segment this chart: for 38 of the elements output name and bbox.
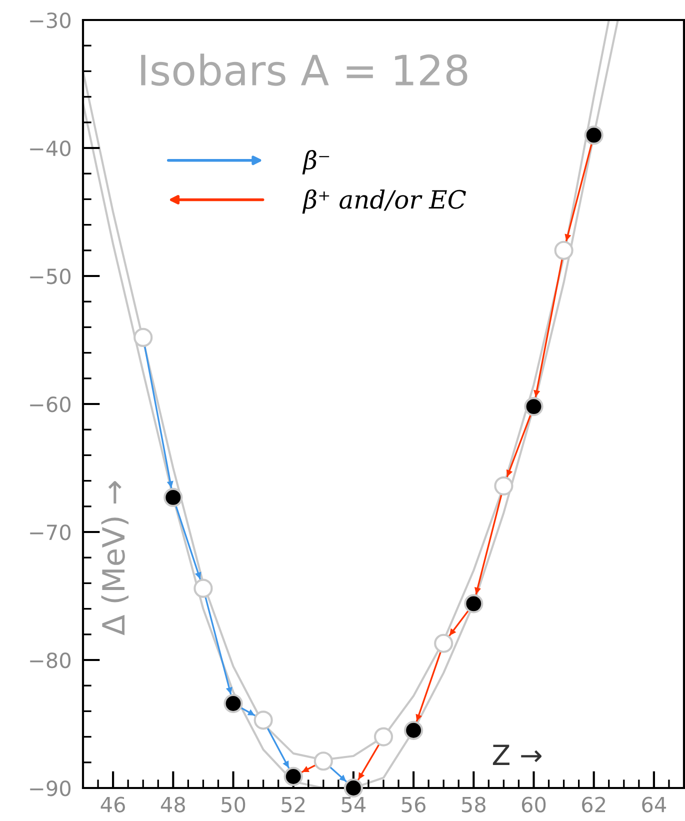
legend-label: β⁻ <box>302 150 330 174</box>
point <box>134 328 153 347</box>
y-tick-label: −60 <box>30 396 71 412</box>
y-tick-label: −70 <box>30 524 71 540</box>
point <box>164 488 183 507</box>
x-tick-label: 50 <box>222 796 246 812</box>
y-tick-label: −30 <box>30 12 71 28</box>
x-axis-title: Z → <box>492 744 542 765</box>
point <box>254 710 273 730</box>
point <box>554 240 574 260</box>
x-tick-label: 62 <box>582 796 606 812</box>
y-tick-label: −50 <box>30 268 71 284</box>
point <box>194 578 213 598</box>
x-tick-label: 54 <box>342 796 366 812</box>
x-tick-label: 60 <box>522 796 546 812</box>
point <box>434 634 454 653</box>
y-axis-title: Δ (MeV) → <box>101 481 129 636</box>
y-tick-label: −90 <box>30 780 71 796</box>
point <box>374 727 394 746</box>
point <box>584 126 604 145</box>
point <box>464 594 484 614</box>
point <box>224 694 243 714</box>
x-tick-label: 52 <box>282 796 305 812</box>
y-tick-label: −80 <box>30 652 71 668</box>
x-tick-label: 56 <box>402 796 426 812</box>
point <box>314 752 333 771</box>
y-tick-label: −40 <box>30 140 71 156</box>
point <box>404 720 424 740</box>
legend-label: β⁺ and/or EC <box>302 189 466 214</box>
text: Isobars A = 128 <box>141 54 468 86</box>
x-tick-label: 48 <box>160 796 185 812</box>
point <box>344 778 363 798</box>
point <box>284 766 303 786</box>
x-tick-label: 64 <box>642 796 666 812</box>
point <box>524 397 544 416</box>
x-tick-label: 46 <box>100 796 125 812</box>
point <box>494 476 514 496</box>
x-tick-label: 58 <box>462 796 486 812</box>
